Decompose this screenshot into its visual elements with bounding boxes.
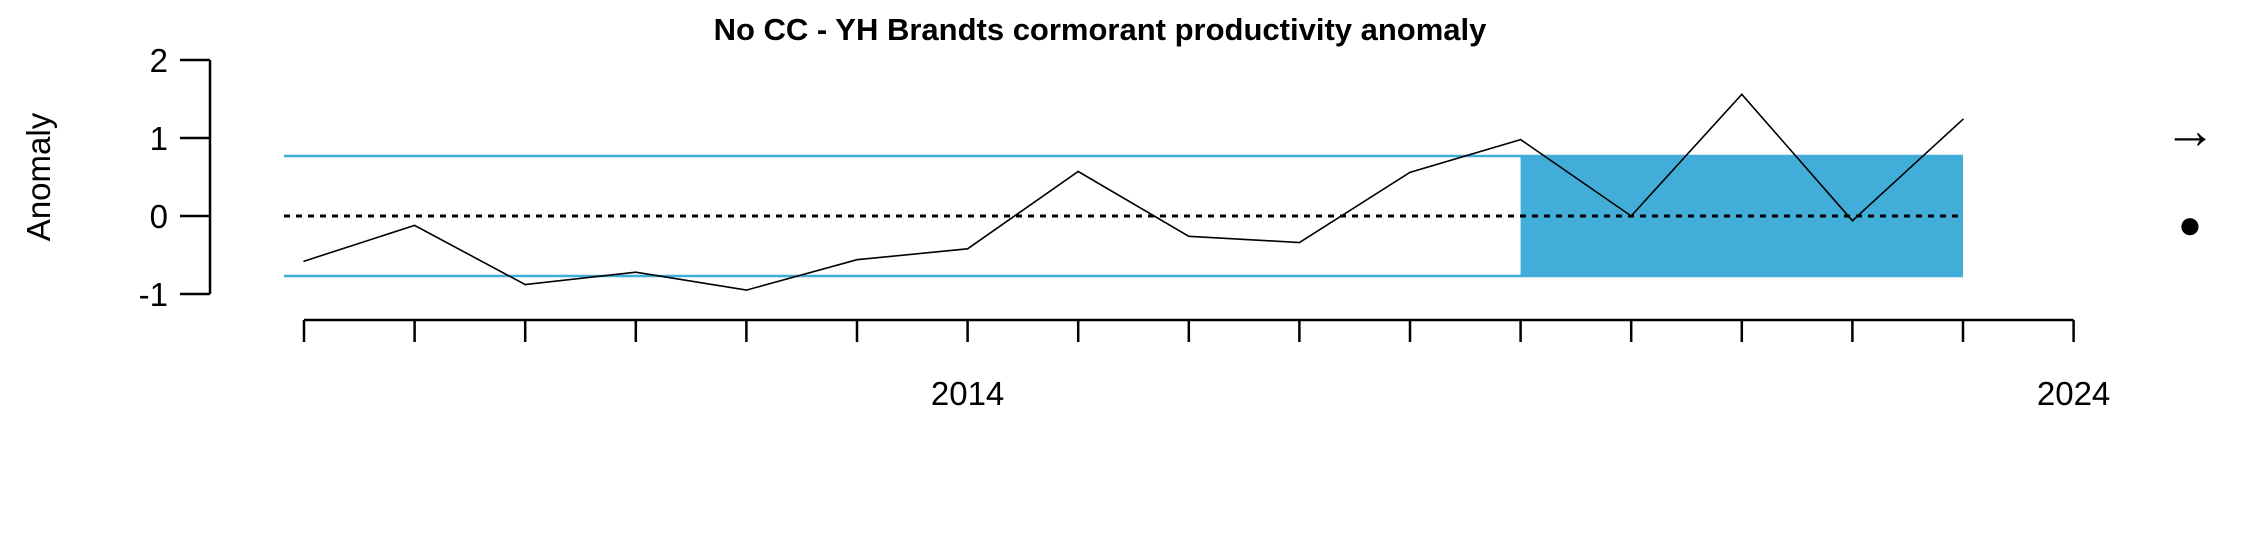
data-point [966,247,969,250]
mean-dot-icon: ● [2178,203,2202,247]
data-point [303,260,305,263]
data-point [745,289,748,291]
data-point [1851,219,1854,222]
data-point [1962,118,1964,121]
y-tick-label: 1 [150,120,168,157]
y-tick-label: 0 [150,198,168,235]
y-tick-label: -1 [139,276,168,313]
chart-title: No CC - YH Brandts cormorant productivit… [714,12,1488,47]
data-point [1188,235,1190,238]
data-point [856,258,858,261]
data-point [1077,170,1079,173]
y-axis-label: Anomaly [20,112,57,241]
x-axis: 2014 2024 [302,318,2110,412]
data-point [413,224,416,227]
data-point [1630,215,1632,217]
y-tick-label: 2 [150,42,168,79]
x-tick-label: 2014 [931,375,1004,412]
x-tick-label: 2024 [2037,375,2110,412]
data-point [1741,93,1743,96]
data-point [1409,171,1411,174]
y-axis: -1 0 1 2 [139,42,212,313]
data-point [524,283,526,286]
data-point [635,271,637,273]
data-point [1298,241,1301,244]
plot-area [284,93,1964,291]
data-point [1519,138,1522,141]
series-line [303,93,1964,291]
trend-arrow-icon: → [2164,102,2216,160]
